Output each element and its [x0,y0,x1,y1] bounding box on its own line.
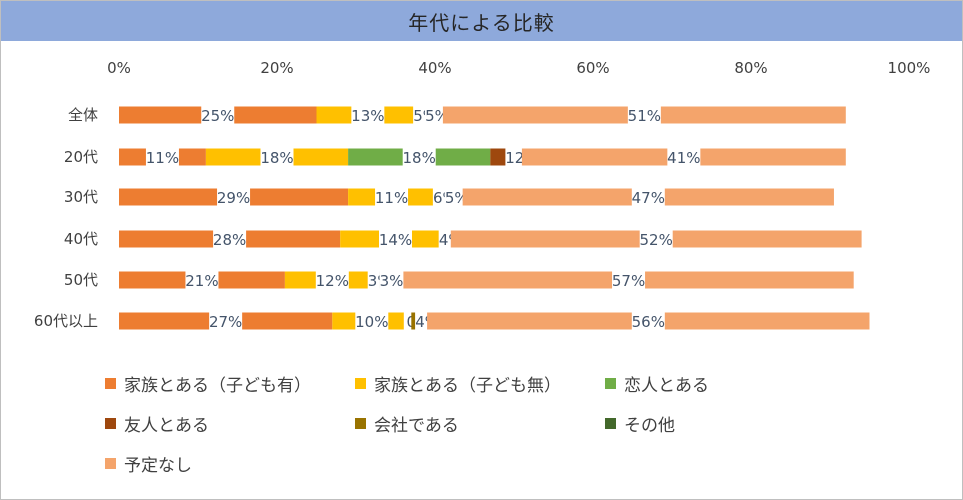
category-label: 30代 [64,188,98,206]
data-label: 18% [403,149,436,167]
data-label-background [639,228,673,250]
data-label-background [217,186,251,208]
chart-title-bar: 年代による比較 [1,1,962,41]
data-label-background [379,269,404,291]
legend-swatch [355,378,366,389]
category-label: 40代 [64,230,98,248]
data-label: 12% [316,272,349,290]
legend-swatch [105,378,116,389]
legend-swatch [605,418,616,429]
data-label: 25% [201,107,234,125]
data-label-background [612,269,646,291]
data-label: 3% [380,272,404,290]
data-label-background [379,228,412,250]
data-label-background [201,104,235,126]
data-label-background [631,310,665,332]
legend-label: 友人とある [124,416,209,436]
legend-label: 家族とある（子ども有） [124,376,311,396]
x-tick-label: 100% [888,59,931,77]
x-tick-label: 80% [734,59,767,77]
data-label: 27% [209,313,242,331]
data-label-background [351,104,385,126]
data-label-background [627,104,661,126]
legend-swatch [355,418,366,429]
data-label: 47% [632,189,665,207]
legend-label: その他 [624,416,675,436]
data-label-background [213,228,247,250]
legend-label: 家族とある（子ども無） [374,376,561,396]
data-label: 56% [632,313,665,331]
x-tick-label: 20% [260,59,293,77]
data-label-background [209,310,243,332]
data-label: 14% [379,231,412,249]
data-label-background [145,146,179,168]
data-label: 18% [260,149,293,167]
data-label: 21% [185,272,218,290]
legend-item: 予定なし [105,451,192,476]
legend-swatch [105,418,116,429]
legend-label: 予定なし [124,456,192,476]
legend-label: 恋人とある [624,376,709,396]
data-label-background [631,186,665,208]
data-label: 28% [213,231,246,249]
legend-label: 会社である [374,416,459,436]
legend-swatch [105,458,116,469]
data-label: 51% [628,107,661,125]
data-label-background [375,186,409,208]
category-label: 全体 [68,106,98,124]
x-tick-label: 0% [107,59,131,77]
data-label-background [402,146,436,168]
data-label: 57% [612,272,645,290]
data-label: 10% [355,313,388,331]
data-label: 13% [351,107,384,125]
data-label-background [355,310,389,332]
data-label-background [667,146,701,168]
category-label: 50代 [64,271,98,289]
data-label: 41% [667,149,700,167]
data-label: 29% [217,189,250,207]
data-label: 11% [375,189,408,207]
legend-item: 会社である [355,411,459,436]
category-label: 20代 [64,148,98,166]
legend-item: 家族とある（子ども無） [355,371,561,396]
chart-title: 年代による比較 [408,10,555,35]
category-label: 60代以上 [34,312,98,330]
data-label: 52% [640,231,673,249]
legend-swatch [605,378,616,389]
data-label-background [260,146,294,168]
legend-item: その他 [605,411,675,436]
legend-item: 家族とある（子ども有） [105,371,311,396]
legend-item: 友人とある [105,411,209,436]
legend-item: 恋人とある [605,371,709,396]
x-tick-label: 60% [576,59,609,77]
data-label-background [185,269,219,291]
x-tick-label: 40% [418,59,451,77]
data-label: 11% [146,149,179,167]
bar-chart-plot: 0% 20% 40% 60% 80% 100% 全体 20代 30代 40代 50代 60代以上 25%… [34,59,931,332]
data-label-background [315,269,349,291]
